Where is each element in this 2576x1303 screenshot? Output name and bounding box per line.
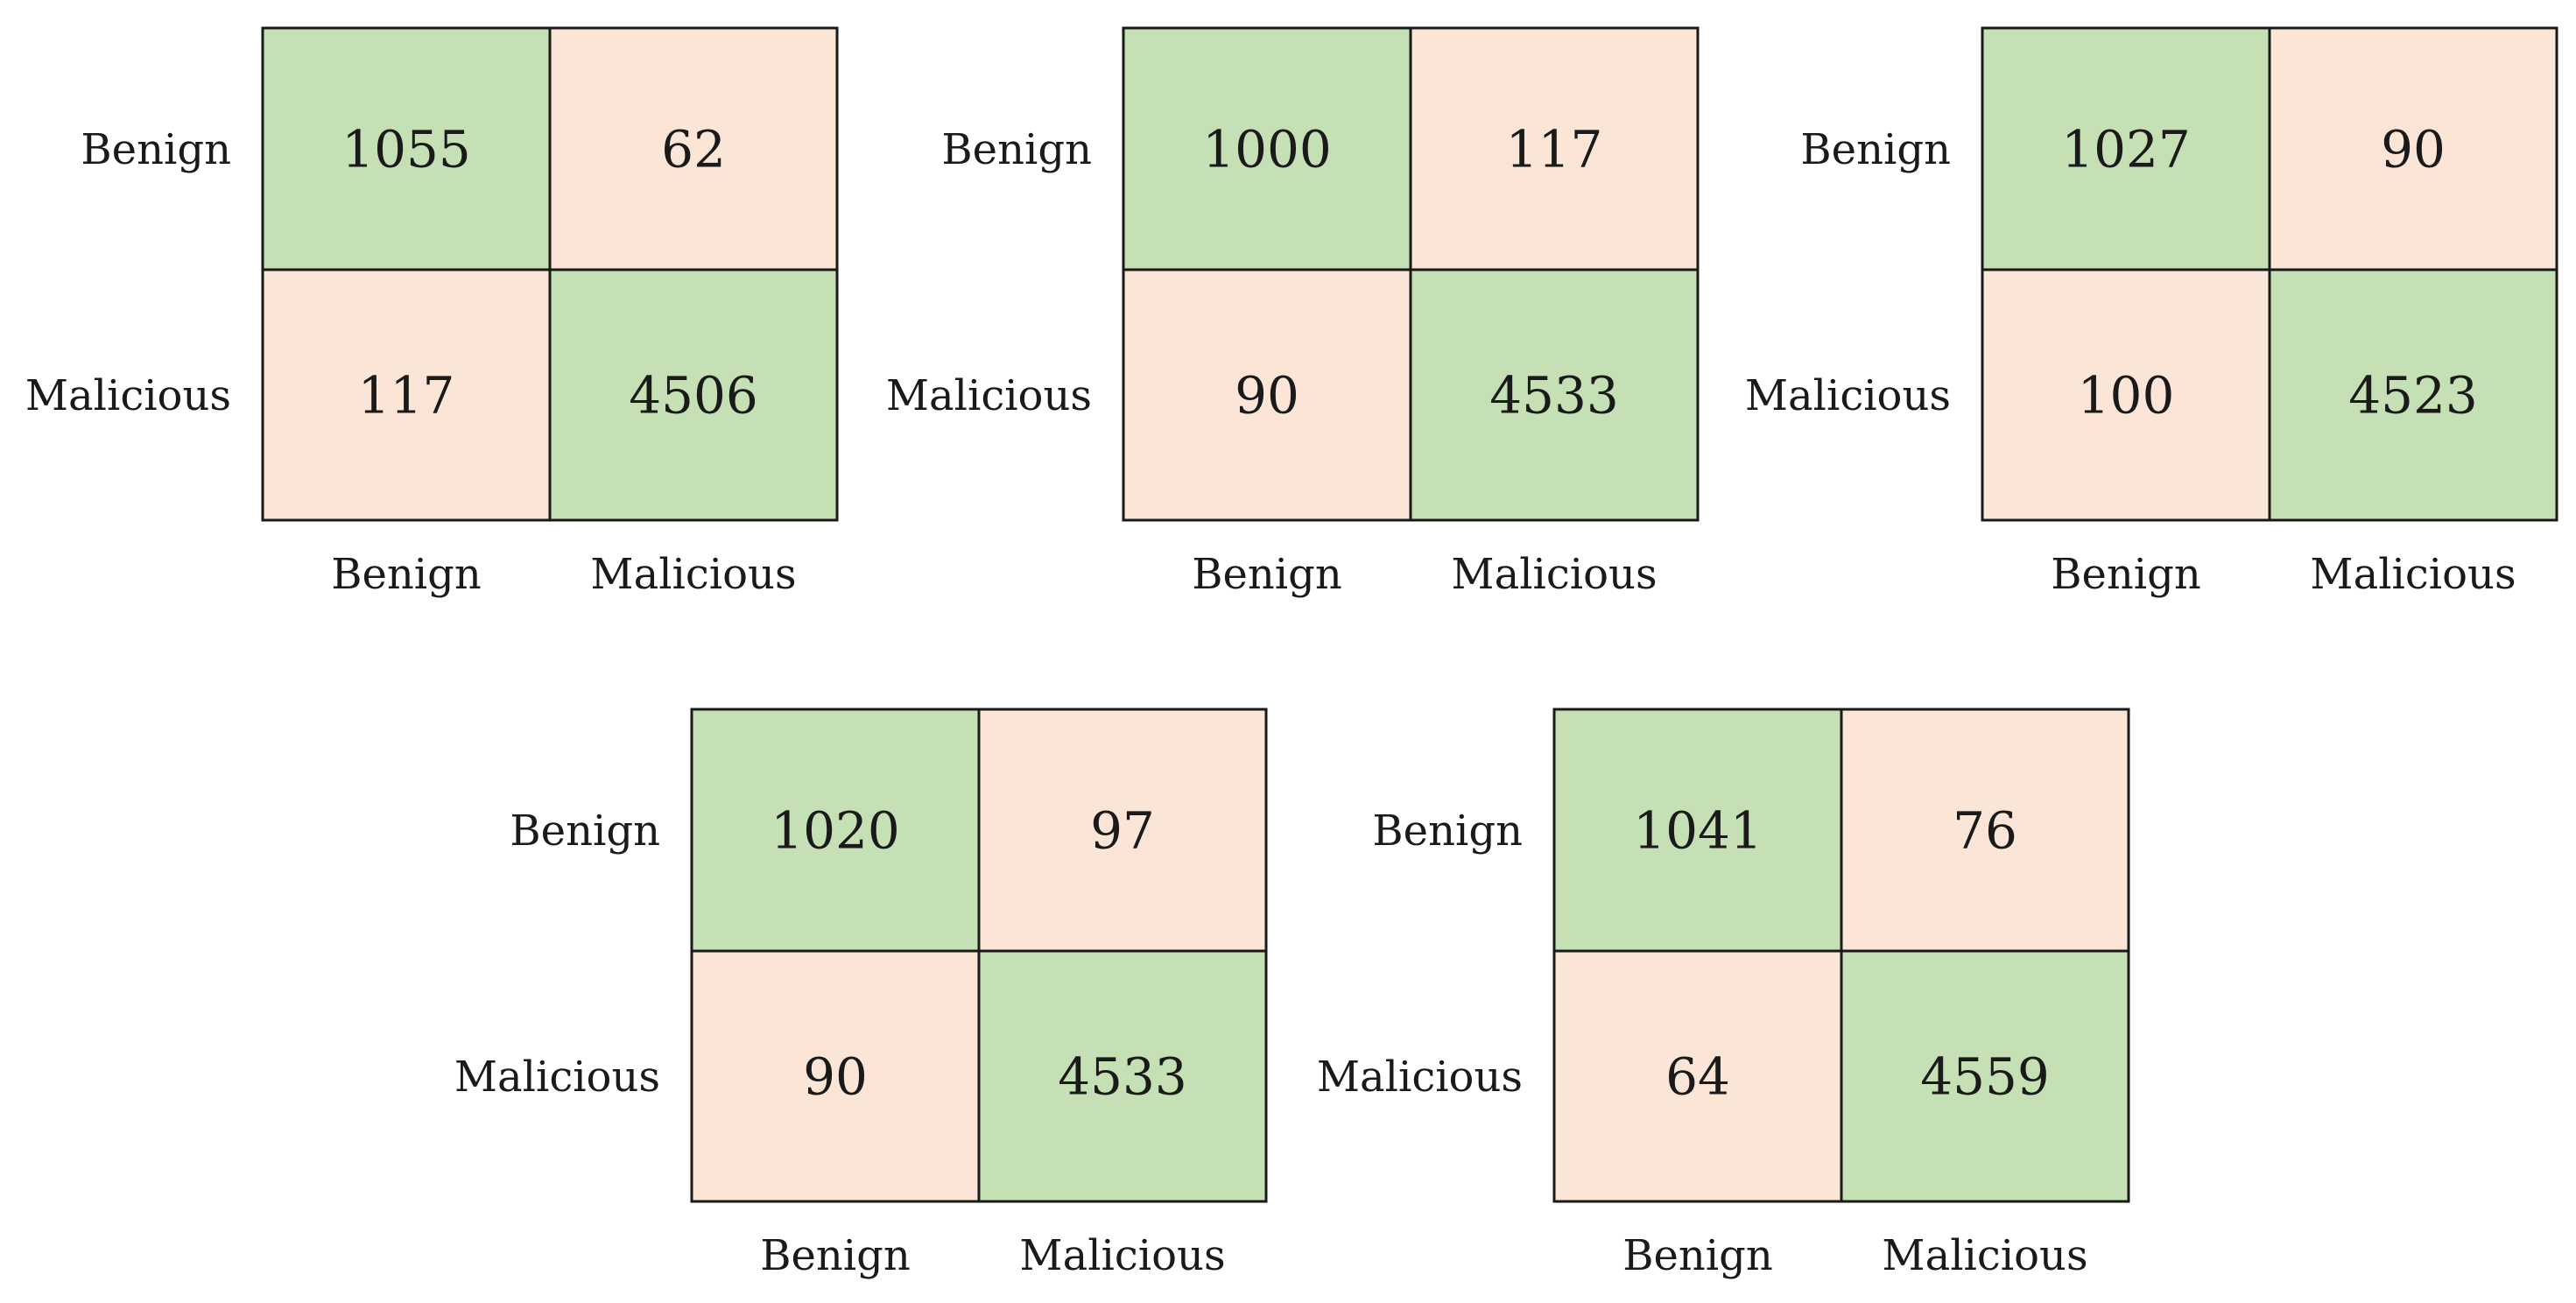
matrix-cell-correct [548, 268, 839, 522]
row-label: Malicious [1745, 371, 1951, 420]
matrix-cell-value: 90 [2381, 119, 2446, 179]
row-label: Benign [1800, 125, 1951, 174]
matrix-cell-value: 117 [1506, 119, 1603, 179]
row-label: Benign [1372, 806, 1523, 856]
matrix-cell-correct [2268, 268, 2558, 522]
row-label: Benign [81, 125, 231, 174]
matrix-cell-value: 90 [803, 1046, 868, 1106]
matrix-cell-value: 4559 [1920, 1046, 2050, 1106]
matrix-cell-value: 76 [1953, 800, 2017, 860]
matrix-cell-error [1409, 26, 1700, 271]
matrix-cell-error [2268, 26, 2558, 271]
matrix-cell-value: 64 [1665, 1046, 1730, 1106]
row-label: Benign [510, 806, 660, 856]
matrix-cell-error [1840, 708, 2130, 953]
row-label: Malicious [25, 371, 231, 420]
matrix-cell-correct [1409, 268, 1700, 522]
column-label: Benign [760, 1231, 911, 1280]
matrix-cell-correct [1840, 949, 2130, 1203]
row-label: Malicious [1317, 1053, 1523, 1102]
matrix-cell-value: 4533 [1058, 1046, 1187, 1106]
column-label: Benign [331, 550, 482, 599]
confusion-matrix-4: 1020 97 90 4533 Benign Malicious Benign Malicio… [454, 708, 1268, 1280]
matrix-border [690, 708, 1268, 1203]
matrix-cell-value: 4533 [1489, 365, 1619, 425]
matrix-cell-value: 1041 [1633, 800, 1763, 860]
row-label: Malicious [454, 1053, 660, 1102]
matrix-cell-value: 1055 [341, 119, 471, 179]
row-label: Benign [941, 125, 1092, 174]
matrix-cell-value: 4506 [629, 365, 758, 425]
column-label: Benign [2051, 550, 2201, 599]
matrix-cell-value: 1020 [771, 800, 900, 860]
matrix-border [1122, 26, 1700, 522]
matrix-cell-value: 4523 [2348, 365, 2478, 425]
matrix-border [1981, 26, 2558, 522]
matrix-cell-value: 1027 [2061, 119, 2191, 179]
column-label: Malicious [590, 550, 796, 599]
matrix-cell-error [1981, 268, 2271, 522]
matrix-cell-correct [977, 949, 1268, 1203]
matrix-cell-correct [1552, 708, 1843, 953]
matrix-cell-value: 1000 [1202, 119, 1332, 179]
matrix-border [1552, 708, 2130, 1203]
column-label: Malicious [1019, 1231, 1225, 1280]
matrix-cell-value: 100 [2078, 365, 2175, 425]
column-label: Malicious [1451, 550, 1657, 599]
confusion-matrix-2: 1000 117 90 4533 Benign Malicious Benign Malici… [886, 26, 1700, 599]
matrix-cell-error [977, 708, 1268, 953]
column-label: Malicious [2310, 550, 2516, 599]
row-label: Malicious [886, 371, 1092, 420]
matrix-cell-value: 97 [1090, 800, 1155, 860]
matrix-cell-error [261, 268, 552, 522]
confusion-matrix-5: 1041 76 64 4559 Benign Malicious Benign Malicio… [1317, 708, 2130, 1280]
column-label: Benign [1622, 1231, 1773, 1280]
matrix-cell-correct [1981, 26, 2271, 271]
matrix-border [261, 26, 839, 522]
confusion-matrix-1: 1055 62 117 4506 Benign Malicious Benign Malici… [25, 26, 839, 599]
matrix-cell-value: 117 [358, 365, 455, 425]
column-label: Benign [1192, 550, 1342, 599]
matrix-cell-correct [261, 26, 552, 271]
matrix-cell-value: 62 [661, 119, 726, 179]
column-label: Malicious [1882, 1231, 2087, 1280]
confusion-matrix-3: 1027 90 100 4523 Benign Malicious Benign Malici… [1745, 26, 2558, 599]
matrix-cell-error [548, 26, 839, 271]
matrix-cell-value: 90 [1235, 365, 1299, 425]
